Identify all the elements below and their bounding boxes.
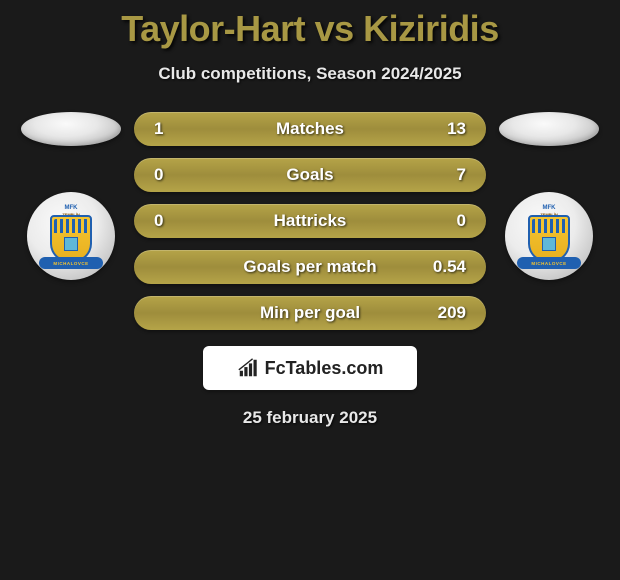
stat-right-value: 7 xyxy=(411,165,466,185)
stat-left-value: 1 xyxy=(154,119,209,139)
left-ellipse-placeholder xyxy=(21,112,121,146)
stat-row: 1 Matches 13 xyxy=(134,112,486,146)
stat-right-value: 0.54 xyxy=(411,257,466,277)
stat-label: Goals xyxy=(209,165,411,185)
stat-left-value: 0 xyxy=(154,211,209,231)
stat-label: Matches xyxy=(209,119,411,139)
right-column: MFK ZEMPLÍN MICHALOVCE xyxy=(494,112,604,280)
crest-top-text: MFK xyxy=(529,205,569,211)
right-team-crest: MFK ZEMPLÍN MICHALOVCE xyxy=(505,192,593,280)
stat-right-value: 13 xyxy=(411,119,466,139)
brand-text: FcTables.com xyxy=(265,358,384,379)
crest-top-text: MFK xyxy=(51,205,91,211)
stat-left-value: 0 xyxy=(154,165,209,185)
left-team-crest: MFK ZEMPLÍN MICHALOVCE xyxy=(27,192,115,280)
page-title: Taylor-Hart vs Kiziridis xyxy=(0,0,620,50)
stat-row: 0 Hattricks 0 xyxy=(134,204,486,238)
main-content: MFK ZEMPLÍN MICHALOVCE 1 Matches 13 0 Go… xyxy=(0,112,620,330)
stat-row: Min per goal 209 xyxy=(134,296,486,330)
stat-label: Min per goal xyxy=(209,303,411,323)
stat-label: Goals per match xyxy=(209,257,411,277)
right-ellipse-placeholder xyxy=(499,112,599,146)
brand-attribution[interactable]: FcTables.com xyxy=(203,346,417,390)
crest-band-text: MICHALOVCE xyxy=(53,261,88,266)
subtitle: Club competitions, Season 2024/2025 xyxy=(0,64,620,84)
bar-chart-icon xyxy=(237,357,259,379)
left-column: MFK ZEMPLÍN MICHALOVCE xyxy=(16,112,126,280)
footer-date: 25 february 2025 xyxy=(0,408,620,428)
stat-right-value: 0 xyxy=(411,211,466,231)
stat-row: Goals per match 0.54 xyxy=(134,250,486,284)
stat-row: 0 Goals 7 xyxy=(134,158,486,192)
stat-label: Hattricks xyxy=(209,211,411,231)
stats-list: 1 Matches 13 0 Goals 7 0 Hattricks 0 Goa… xyxy=(134,112,486,330)
crest-band-text: MICHALOVCE xyxy=(531,261,566,266)
stat-right-value: 209 xyxy=(411,303,466,323)
